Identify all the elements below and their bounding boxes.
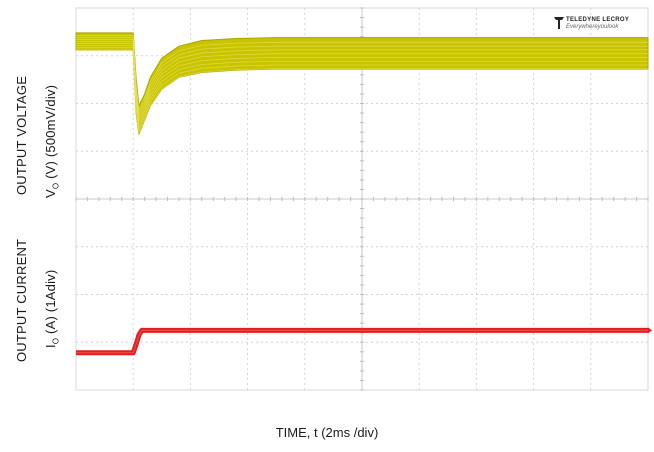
voltage-trace-line — [76, 47, 648, 133]
voltage-axis-label-units: VO (V) (500mV/div) — [43, 84, 61, 198]
teledyne-logo-icon — [554, 17, 564, 29]
current-marker — [648, 327, 652, 334]
current-axis-label-line1: OUTPUT CURRENT — [14, 238, 29, 362]
logo-brand: TELEDYNE LECROY — [566, 17, 630, 23]
voltage-trace-line — [76, 39, 648, 119]
time-axis-label: TIME, t (2ms /div) — [275, 425, 379, 440]
current-axis-label: OUTPUT CURRENT — [14, 239, 29, 362]
voltage-trace-line — [76, 43, 648, 126]
voltage-trace-line — [76, 37, 648, 116]
voltage-trace-line — [76, 45, 648, 129]
voltage-axis-label-line1: OUTPUT VOLTAGE — [14, 75, 29, 195]
logo-tagline: Everywhereyoulook — [566, 24, 619, 30]
voltage-trace-line — [76, 41, 648, 123]
voltage-axis-label: OUTPUT VOLTAGE — [14, 76, 29, 195]
voltage-trace-line — [76, 49, 648, 136]
teledyne-lecroy-logo: TELEDYNE LECROY Everywhereyoulook — [554, 17, 630, 31]
current-axis-label-units: IO (A) (1Adiv) — [43, 269, 61, 348]
voltage-trace-line — [76, 35, 648, 112]
current-trace-highlight — [76, 329, 648, 354]
